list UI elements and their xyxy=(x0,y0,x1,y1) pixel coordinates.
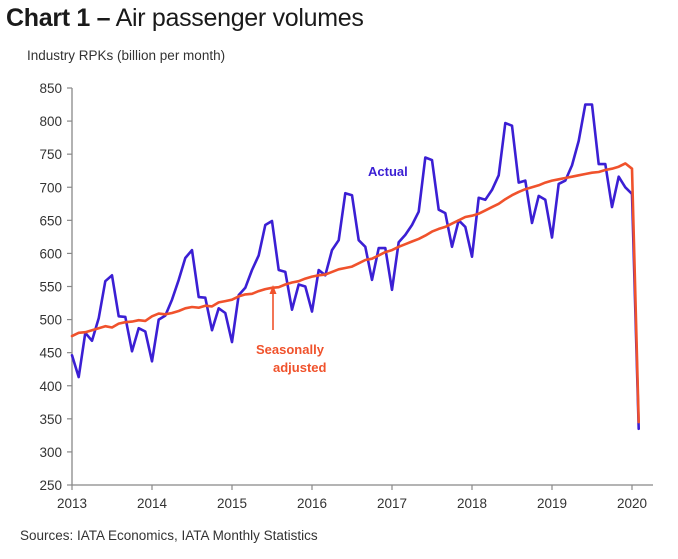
x-tick-label: 2013 xyxy=(57,496,87,511)
annotation-adjusted: adjusted xyxy=(273,360,327,375)
y-tick-label: 850 xyxy=(39,81,62,96)
x-tick-label: 2019 xyxy=(537,496,567,511)
chart-title-rest: Air passenger volumes xyxy=(115,4,364,32)
chart-title-bold: Chart 1 – xyxy=(6,4,111,32)
annotations: Actual Seasonally adjusted xyxy=(256,164,408,375)
annotation-arrowhead xyxy=(269,285,277,294)
y-tick-label: 400 xyxy=(39,379,62,394)
y-tick-label: 800 xyxy=(39,114,62,129)
y-tick-label: 650 xyxy=(39,213,62,228)
series-actual-line xyxy=(70,103,641,431)
chart-title: Chart 1 – Air passenger volumes xyxy=(6,4,364,33)
y-tick-label: 350 xyxy=(39,412,62,427)
y-tick-label: 550 xyxy=(39,280,62,295)
axes: 250 300 350 400 450 500 550 600 650 700 750 800 850 2… xyxy=(39,81,653,511)
y-tick-label: 700 xyxy=(39,180,62,195)
series-group xyxy=(70,103,641,431)
x-tick-label: 2015 xyxy=(217,496,247,511)
x-tick-label: 2014 xyxy=(137,496,168,511)
x-tick-label: 2018 xyxy=(457,496,487,511)
y-tick-label: 450 xyxy=(39,346,62,361)
x-tick-label: 2017 xyxy=(377,496,407,511)
series-seasonally-adjusted-line xyxy=(70,162,641,424)
source-note: Sources: IATA Economics, IATA Monthly St… xyxy=(20,528,318,543)
y-tick-label: 750 xyxy=(39,147,62,162)
y-axis-label: Industry RPKs (billion per month) xyxy=(27,48,226,63)
y-tick-label: 300 xyxy=(39,445,62,460)
annotation-actual: Actual xyxy=(368,164,408,179)
x-tick-label: 2016 xyxy=(297,496,327,511)
annotation-seasonally: Seasonally xyxy=(256,342,325,357)
x-tick-label: 2020 xyxy=(617,496,647,511)
y-tick-label: 600 xyxy=(39,246,62,261)
y-tick-label: 500 xyxy=(39,313,62,328)
y-tick-label: 250 xyxy=(39,478,62,493)
